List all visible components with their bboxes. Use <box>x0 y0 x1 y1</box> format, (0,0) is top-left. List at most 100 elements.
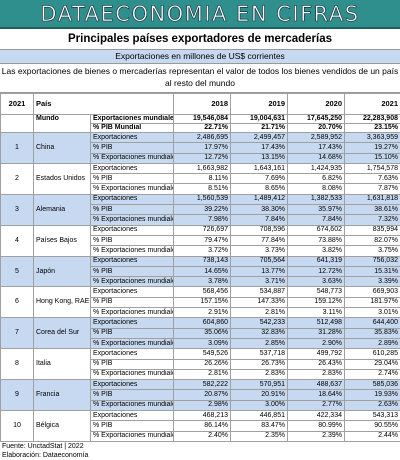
value-cell: 726,697 <box>174 225 231 235</box>
banner: DATAECONOMIA EN CIFRAS <box>0 0 400 29</box>
subtitle: Exportaciones en millones de US$ corrien… <box>0 50 400 64</box>
value-cell: 2.83% <box>288 369 345 379</box>
value-cell: 7.87% <box>345 184 400 194</box>
value-cell: 77.84% <box>231 235 288 245</box>
rank-cell: 8 <box>1 349 34 380</box>
value-cell: 159.12% <box>288 297 345 307</box>
rank-cell: 9 <box>1 380 34 411</box>
rank-cell: 6 <box>1 287 34 318</box>
value-cell: 2.74% <box>345 369 400 379</box>
value-cell: 570,951 <box>231 380 288 390</box>
value-cell: 1,424,935 <box>288 163 345 173</box>
row-label: Exportaciones <box>91 349 174 359</box>
row-label: Exportaciones <box>91 133 174 143</box>
value-cell: 568,456 <box>174 287 231 297</box>
value-cell: 14.65% <box>174 266 231 276</box>
row-label: % PIB <box>91 235 174 245</box>
value-cell: 3.01% <box>345 308 400 318</box>
value-cell: 17.97% <box>174 143 231 153</box>
value-cell: 8.08% <box>288 184 345 194</box>
rank-cell <box>1 115 34 133</box>
country-cell: Alemania <box>34 194 91 225</box>
value-cell: 585,036 <box>345 380 400 390</box>
row-label: % PIB Mundial <box>91 124 174 133</box>
value-cell: 542,233 <box>231 318 288 328</box>
value-cell: 147.33% <box>231 297 288 307</box>
row-label: % PIB <box>91 328 174 338</box>
value-cell: 1,631,818 <box>345 194 400 204</box>
row-label: % PIB <box>91 390 174 400</box>
value-cell: 26.26% <box>174 359 231 369</box>
row-label: Exportaciones <box>91 380 174 390</box>
country-cell: Mundo <box>34 115 91 133</box>
value-cell: 12.72% <box>288 266 345 276</box>
row-label: % PIB <box>91 266 174 276</box>
country-cell: Estados Unidos <box>34 163 91 194</box>
value-cell: 674,602 <box>288 225 345 235</box>
header-cell: 2019 <box>231 94 288 115</box>
rank-cell: 10 <box>1 411 34 442</box>
row-label: % Exportaciones mundiales <box>91 215 174 225</box>
country-cell: Hong Kong, RAE China <box>34 287 91 318</box>
country-cell: Japón <box>34 256 91 287</box>
value-cell: 738,143 <box>174 256 231 266</box>
value-cell: 2,499,457 <box>231 133 288 143</box>
value-cell: 708,596 <box>231 225 288 235</box>
value-cell: 2.35% <box>231 431 288 441</box>
value-cell: 2.91% <box>174 308 231 318</box>
value-cell: 1,754,578 <box>345 163 400 173</box>
value-cell: 488,637 <box>288 380 345 390</box>
row-label: % Exportaciones mundiales <box>91 184 174 194</box>
value-cell: 38.30% <box>231 205 288 215</box>
value-cell: 3.75% <box>345 246 400 256</box>
value-cell: 79.47% <box>174 235 231 245</box>
value-cell: 3.63% <box>288 277 345 287</box>
row-label: Exportaciones <box>91 225 174 235</box>
header-cell: 2018 <box>174 94 231 115</box>
value-cell: 548,773 <box>288 287 345 297</box>
value-cell: 2.81% <box>231 308 288 318</box>
value-cell: 3.72% <box>174 246 231 256</box>
value-cell: 15.10% <box>345 153 400 163</box>
value-cell: 29.04% <box>345 359 400 369</box>
country-cell: Bélgica <box>34 411 91 442</box>
country-cell: China <box>34 133 91 164</box>
value-cell: 1,663,982 <box>174 163 231 173</box>
value-cell: 22,283,908 <box>345 115 400 124</box>
value-cell: 17,645,250 <box>288 115 345 124</box>
value-cell: 446,851 <box>231 411 288 421</box>
description: Las exportaciones de bienes o mercadería… <box>0 64 400 93</box>
value-cell: 705,564 <box>231 256 288 266</box>
value-cell: 19,004,631 <box>231 115 288 124</box>
value-cell: 82.07% <box>345 235 400 245</box>
value-cell: 3,363,959 <box>345 133 400 143</box>
value-cell: 73.88% <box>288 235 345 245</box>
row-label: Exportaciones <box>91 287 174 297</box>
country-cell: Francia <box>34 380 91 411</box>
value-cell: 19,546,084 <box>174 115 231 124</box>
value-cell: 20.91% <box>231 390 288 400</box>
value-cell: 7.84% <box>231 215 288 225</box>
value-cell: 6.82% <box>288 174 345 184</box>
rank-cell: 2 <box>1 163 34 194</box>
value-cell: 3.71% <box>231 277 288 287</box>
row-label: Exportaciones <box>91 411 174 421</box>
value-cell: 19.27% <box>345 143 400 153</box>
row-label: % Exportaciones mundiales <box>91 277 174 287</box>
value-cell: 644,400 <box>345 318 400 328</box>
value-cell: 1,643,161 <box>231 163 288 173</box>
row-label: % Exportaciones mundiales <box>91 153 174 163</box>
value-cell: 15.31% <box>345 266 400 276</box>
value-cell: 543,313 <box>345 411 400 421</box>
value-cell: 3.11% <box>288 308 345 318</box>
